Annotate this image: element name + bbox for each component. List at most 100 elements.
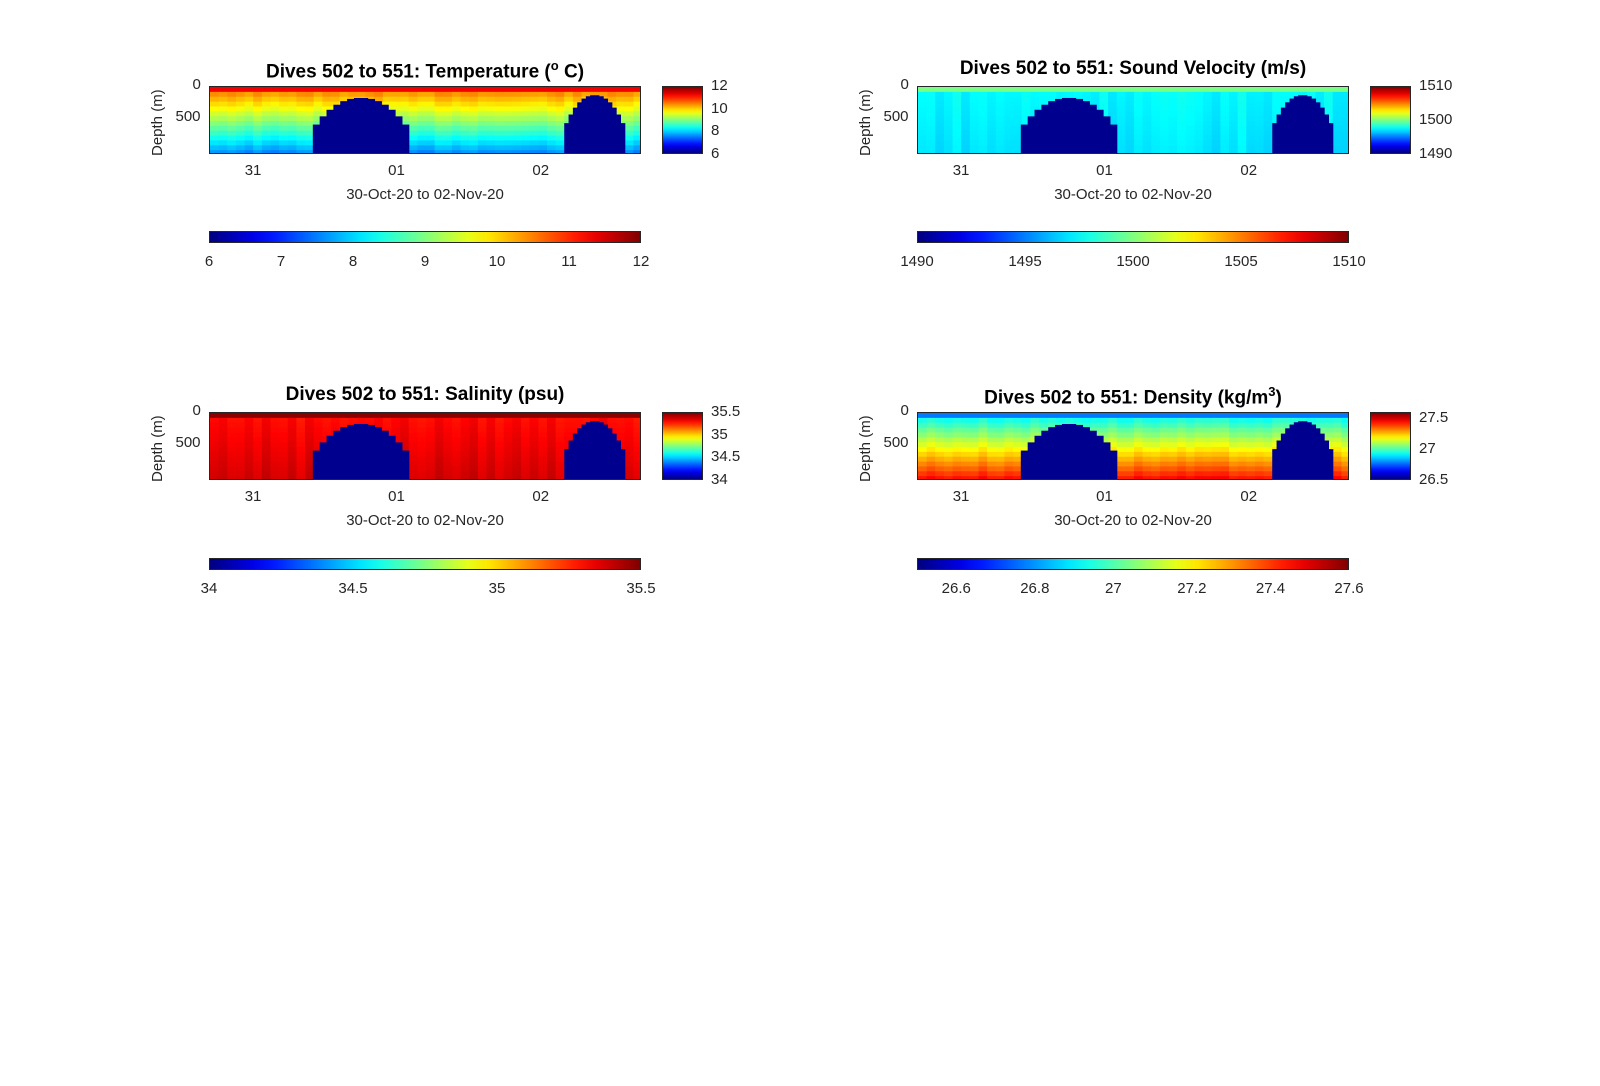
heatmap-cell: [926, 476, 936, 479]
data-gap-2: [1272, 123, 1278, 153]
heatmap-cell: [987, 456, 997, 463]
heatmap-cell: [952, 461, 962, 468]
heatmap-cell: [1082, 422, 1092, 429]
heatmap-cell: [296, 442, 306, 448]
heatmap-cell: [1280, 417, 1291, 424]
heatmap-cell: [995, 96, 1005, 103]
heatmap-cell: [443, 145, 453, 151]
y-axis-label: Depth (m): [857, 89, 874, 156]
x-tick-label: 02: [532, 162, 550, 179]
heatmap-cell: [287, 413, 297, 419]
data-gap-2: [1302, 95, 1308, 153]
heatmap-cell: [408, 427, 418, 434]
heatmap-cell: [287, 125, 297, 132]
heatmap-cell: [1116, 121, 1126, 127]
x-axis-label: 30-Oct-20 to 02-Nov-20: [346, 512, 504, 529]
heatmap-cell: [1142, 140, 1152, 146]
heatmap-cell: [339, 87, 349, 93]
heatmap-cell: [995, 466, 1005, 472]
heatmap-cell: [1332, 101, 1342, 108]
heatmap-cell: [1220, 447, 1230, 453]
salinity-heatmap: [209, 412, 641, 480]
heatmap-cell: [1341, 437, 1348, 443]
heatmap-cell: [952, 106, 962, 112]
heatmap-cell: [1142, 461, 1152, 468]
data-gap-1: [1020, 124, 1029, 153]
heatmap-cell: [218, 111, 228, 117]
heatmap-cell: [313, 106, 323, 112]
heatmap-cell: [943, 413, 954, 419]
heatmap-cell: [1142, 442, 1152, 448]
heatmap-cell: [408, 96, 418, 103]
title-superscript: o: [550, 58, 559, 73]
heatmap-cell: [348, 413, 358, 419]
heatmap-cell: [218, 130, 228, 137]
heatmap-cell: [521, 101, 531, 108]
heatmap-cell: [969, 461, 980, 468]
heatmap-cell: [287, 432, 297, 438]
data-gap-2: [1311, 424, 1317, 479]
heatmap-cell: [469, 116, 479, 122]
heatmap-cell: [590, 413, 600, 419]
heatmap-cell: [382, 413, 393, 419]
heatmap-cell: [218, 461, 228, 468]
heatmap-cell: [1185, 417, 1196, 424]
colorbar-tick-label: 35.5: [626, 580, 656, 597]
heatmap-cell: [322, 417, 332, 424]
heatmap-cell: [546, 413, 557, 419]
data-gap-1: [1041, 430, 1049, 479]
heatmap-cell: [952, 121, 962, 127]
heatmap-cell: [1177, 427, 1187, 434]
heatmap-cell: [477, 130, 488, 137]
heatmap-cell: [987, 140, 997, 146]
heatmap-cell: [261, 413, 272, 419]
heatmap-cell: [253, 471, 263, 477]
heatmap-cell: [1168, 466, 1178, 472]
heatmap-cell: [210, 451, 220, 458]
heatmap-cell: [961, 442, 971, 448]
heatmap-cell: [227, 413, 237, 419]
heatmap-cell: [270, 471, 280, 477]
heatmap-cell: [434, 456, 444, 463]
heatmap-cell: [227, 116, 237, 122]
heatmap-cell: [961, 106, 971, 112]
heatmap-cell: [1134, 125, 1144, 132]
heatmap-cell: [322, 96, 332, 103]
heatmap-cell: [1125, 87, 1135, 93]
colorbar-tick-label: 1500: [1419, 111, 1453, 128]
heatmap-cell: [969, 456, 980, 463]
heatmap-cell: [564, 101, 574, 108]
heatmap-cell: [1004, 461, 1014, 468]
heatmap-cell: [1159, 96, 1170, 103]
heatmap-cell: [1151, 466, 1161, 472]
heatmap-cell: [244, 125, 254, 132]
heatmap-cell: [1254, 135, 1265, 142]
heatmap-cell: [1013, 140, 1023, 146]
heatmap-cell: [995, 87, 1005, 93]
data-gap-1: [360, 97, 369, 153]
heatmap-cell: [235, 135, 246, 142]
data-gap-1: [326, 109, 334, 153]
heatmap-cell: [434, 145, 444, 151]
heatmap-cell: [1229, 451, 1239, 458]
heatmap-cell: [1125, 140, 1135, 146]
heatmap-cell: [1004, 130, 1014, 137]
heatmap-cell: [1013, 145, 1023, 151]
heatmap-cell: [235, 451, 246, 458]
heatmap-cell: [1203, 442, 1213, 448]
heatmap-cell: [287, 447, 297, 453]
heatmap-cell: [235, 145, 246, 151]
heatmap-cell: [408, 135, 418, 142]
heatmap-cell: [426, 101, 436, 108]
heatmap-cell: [1151, 116, 1161, 122]
heatmap-cell: [1142, 96, 1152, 103]
heatmap-cell: [313, 121, 323, 127]
heatmap-cell: [1168, 442, 1178, 448]
heatmap-cell: [1246, 471, 1256, 477]
heatmap-cell: [218, 417, 228, 424]
heatmap-cell: [210, 471, 220, 477]
heatmap-cell: [926, 150, 936, 153]
heatmap-cell: [1038, 96, 1049, 103]
heatmap-cell: [987, 442, 997, 448]
heatmap-cell: [279, 442, 289, 448]
